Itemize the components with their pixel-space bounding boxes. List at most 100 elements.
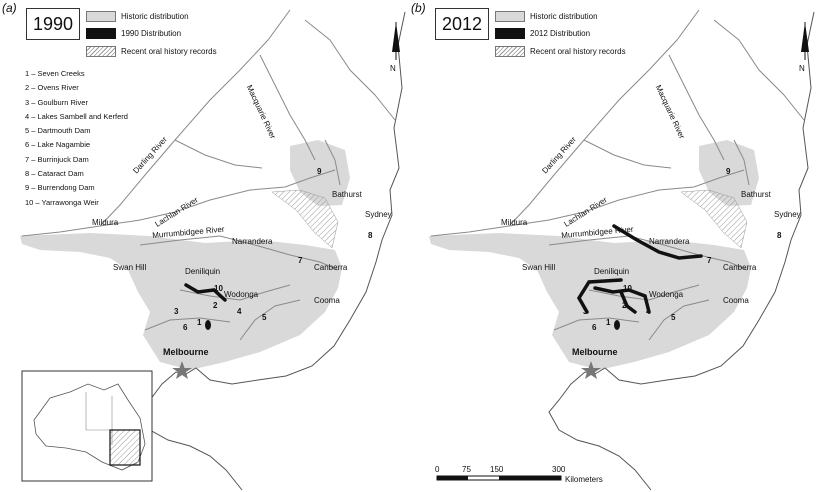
key-item: 6 – Lake Nagambie bbox=[25, 140, 91, 150]
key-item: 1 – Seven Creeks bbox=[25, 69, 85, 78]
scale-tick-150: 150 bbox=[490, 465, 504, 474]
label-wodonga: Wodonga bbox=[224, 290, 259, 299]
label-melbourne: Melbourne bbox=[572, 347, 618, 357]
legend-label: Recent oral history records bbox=[121, 47, 217, 56]
map-b bbox=[429, 9, 815, 491]
rivers bbox=[430, 9, 805, 341]
label-bathurst: Bathurst bbox=[332, 190, 362, 199]
label-narrandera: Narrandera bbox=[232, 237, 273, 246]
site-3: 3 bbox=[174, 307, 179, 316]
historic-area bbox=[429, 233, 751, 370]
panel-b: (b) 2012 Historic distribution 2012 Dist… bbox=[409, 0, 818, 492]
site-6: 6 bbox=[592, 323, 597, 332]
label-melbourne: Melbourne bbox=[163, 347, 209, 357]
site-8: 8 bbox=[777, 231, 782, 240]
key-item: 4 – Lakes Sambell and Kerferd bbox=[25, 111, 128, 121]
scale-tick-75: 75 bbox=[462, 465, 471, 474]
label-sydney: Sydney bbox=[365, 210, 392, 219]
site-2: 2 bbox=[213, 301, 218, 310]
inset-highlight bbox=[109, 429, 141, 466]
label-mildura: Mildura bbox=[501, 218, 528, 227]
legend-label: Recent oral history records bbox=[530, 47, 626, 56]
distribution-1990-lake bbox=[205, 320, 211, 330]
label-cooma: Cooma bbox=[723, 296, 749, 305]
historic-area bbox=[20, 233, 342, 370]
scale-tick-0: 0 bbox=[435, 465, 440, 474]
panel-label: (a) bbox=[2, 1, 17, 15]
site-1: 1 bbox=[197, 318, 202, 327]
site-5: 5 bbox=[262, 313, 267, 322]
legend-swatch-distribution bbox=[495, 28, 525, 39]
north-label: N bbox=[390, 64, 396, 73]
site-10: 10 bbox=[623, 284, 632, 293]
panel-label: (b) bbox=[411, 1, 426, 15]
panel-a: (a) 1990 Historic distribution 1990 Dist… bbox=[2, 1, 406, 491]
oral-records-area bbox=[271, 189, 339, 249]
melbourne-star bbox=[581, 361, 601, 379]
key-item: 5 – Dartmouth Dam bbox=[25, 126, 91, 136]
legend-historic: Historic distribution bbox=[495, 11, 598, 22]
year-box: 1990 bbox=[26, 8, 80, 40]
legend-label: 2012 Distribution bbox=[530, 29, 591, 38]
label-canberra: Canberra bbox=[723, 263, 757, 272]
coastline bbox=[548, 11, 815, 491]
legend-label: Historic distribution bbox=[121, 12, 189, 21]
site-9: 9 bbox=[317, 167, 322, 176]
legend-oral: Recent oral history records bbox=[495, 46, 626, 57]
site-key: 1 – Seven Creeks 2 – Ovens River 3 – Gou… bbox=[25, 67, 128, 210]
scale-bar bbox=[436, 475, 562, 481]
legend-swatch-historic bbox=[86, 11, 116, 22]
label-canberra: Canberra bbox=[314, 263, 348, 272]
label-sydney: Sydney bbox=[774, 210, 801, 219]
scale-unit: Kilometers bbox=[565, 475, 603, 484]
key-item: 2 – Ovens River bbox=[25, 83, 79, 93]
oral-records-area bbox=[680, 189, 748, 249]
site-7: 7 bbox=[298, 256, 303, 265]
site-9: 9 bbox=[726, 167, 731, 176]
legend-oral: Recent oral history records bbox=[86, 46, 217, 57]
historic-area-north bbox=[699, 140, 759, 206]
site-2: 2 bbox=[622, 301, 627, 310]
distribution-2012 bbox=[576, 224, 703, 314]
site-4: 4 bbox=[237, 307, 242, 316]
historic-area-north bbox=[290, 140, 350, 206]
site-3: 3 bbox=[583, 307, 588, 316]
legend-swatch-distribution bbox=[86, 28, 116, 39]
map-a bbox=[20, 9, 406, 491]
site-4: 4 bbox=[646, 307, 651, 316]
site-7: 7 bbox=[707, 256, 712, 265]
label-cooma: Cooma bbox=[314, 296, 340, 305]
legend-distribution: 1990 Distribution bbox=[86, 28, 181, 39]
label-wodonga: Wodonga bbox=[649, 290, 684, 299]
site-1: 1 bbox=[606, 318, 611, 327]
site-6: 6 bbox=[183, 323, 188, 332]
key-item: 10 – Yarrawonga Weir bbox=[25, 197, 99, 207]
rivers bbox=[21, 9, 396, 341]
north-label: N bbox=[799, 64, 805, 73]
label-swan-hill: Swan Hill bbox=[522, 263, 556, 272]
year-box: 2012 bbox=[435, 8, 489, 40]
key-item: 8 – Cataract Dam bbox=[25, 169, 84, 179]
distribution-1990 bbox=[184, 283, 227, 302]
site-5: 5 bbox=[671, 313, 676, 322]
coastline bbox=[139, 11, 406, 491]
key-item: 9 – Burrendong Dam bbox=[25, 183, 95, 193]
label-deniliquin: Deniliquin bbox=[594, 267, 630, 276]
key-item: 7 – Burrinjuck Dam bbox=[25, 154, 89, 164]
key-item: 3 – Goulburn River bbox=[25, 97, 88, 107]
label-narrandera: Narrandera bbox=[649, 237, 690, 246]
legend-label: 1990 Distribution bbox=[121, 29, 182, 38]
label-bathurst: Bathurst bbox=[741, 190, 771, 199]
legend-label: Historic distribution bbox=[530, 12, 598, 21]
label-swan-hill: Swan Hill bbox=[113, 263, 147, 272]
legend-historic: Historic distribution bbox=[86, 11, 189, 22]
scale-tick-300: 300 bbox=[552, 465, 566, 474]
site-10: 10 bbox=[214, 284, 223, 293]
site-8: 8 bbox=[368, 231, 373, 240]
legend-distribution: 2012 Distribution bbox=[495, 28, 590, 39]
legend-swatch-oral bbox=[495, 46, 525, 57]
legend-swatch-historic bbox=[495, 11, 525, 22]
melbourne-star bbox=[172, 361, 192, 379]
label-mildura: Mildura bbox=[92, 218, 119, 227]
distribution-2012-lake bbox=[614, 320, 620, 330]
